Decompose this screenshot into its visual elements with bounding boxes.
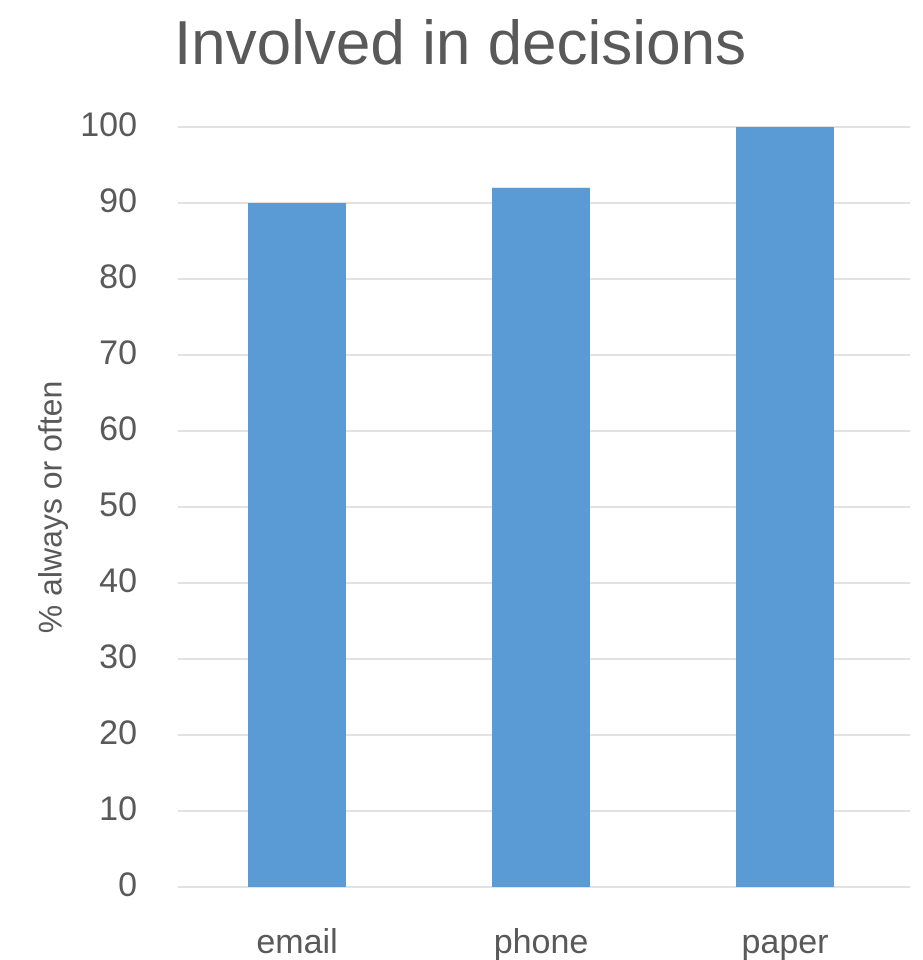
bar-email [248, 203, 346, 887]
bars [248, 127, 834, 888]
bar-phone [492, 187, 590, 888]
y-tick-label: 90 [99, 182, 137, 220]
y-tick-label: 0 [118, 866, 137, 904]
y-tick-label: 20 [99, 714, 137, 752]
y-tick-label: 10 [99, 790, 137, 828]
y-tick-label: 70 [99, 334, 137, 372]
x-tick-label-paper: paper [742, 923, 829, 960]
y-tick-label: 60 [99, 410, 137, 448]
chart-title: Involved in decisions [174, 9, 746, 78]
x-tick-labels: email phone paper [256, 923, 828, 960]
y-axis-title: % always or often [32, 381, 68, 634]
x-tick-label-phone: phone [494, 923, 589, 960]
y-tick-labels: 0 10 20 30 40 50 60 70 80 90 100 [80, 106, 137, 904]
y-tick-label: 80 [99, 258, 137, 296]
x-tick-label-email: email [256, 923, 337, 960]
y-tick-label: 40 [99, 562, 137, 600]
y-tick-label: 30 [99, 638, 137, 676]
bar-paper [736, 127, 834, 887]
y-tick-label: 50 [99, 486, 137, 524]
y-tick-label: 100 [80, 106, 137, 144]
